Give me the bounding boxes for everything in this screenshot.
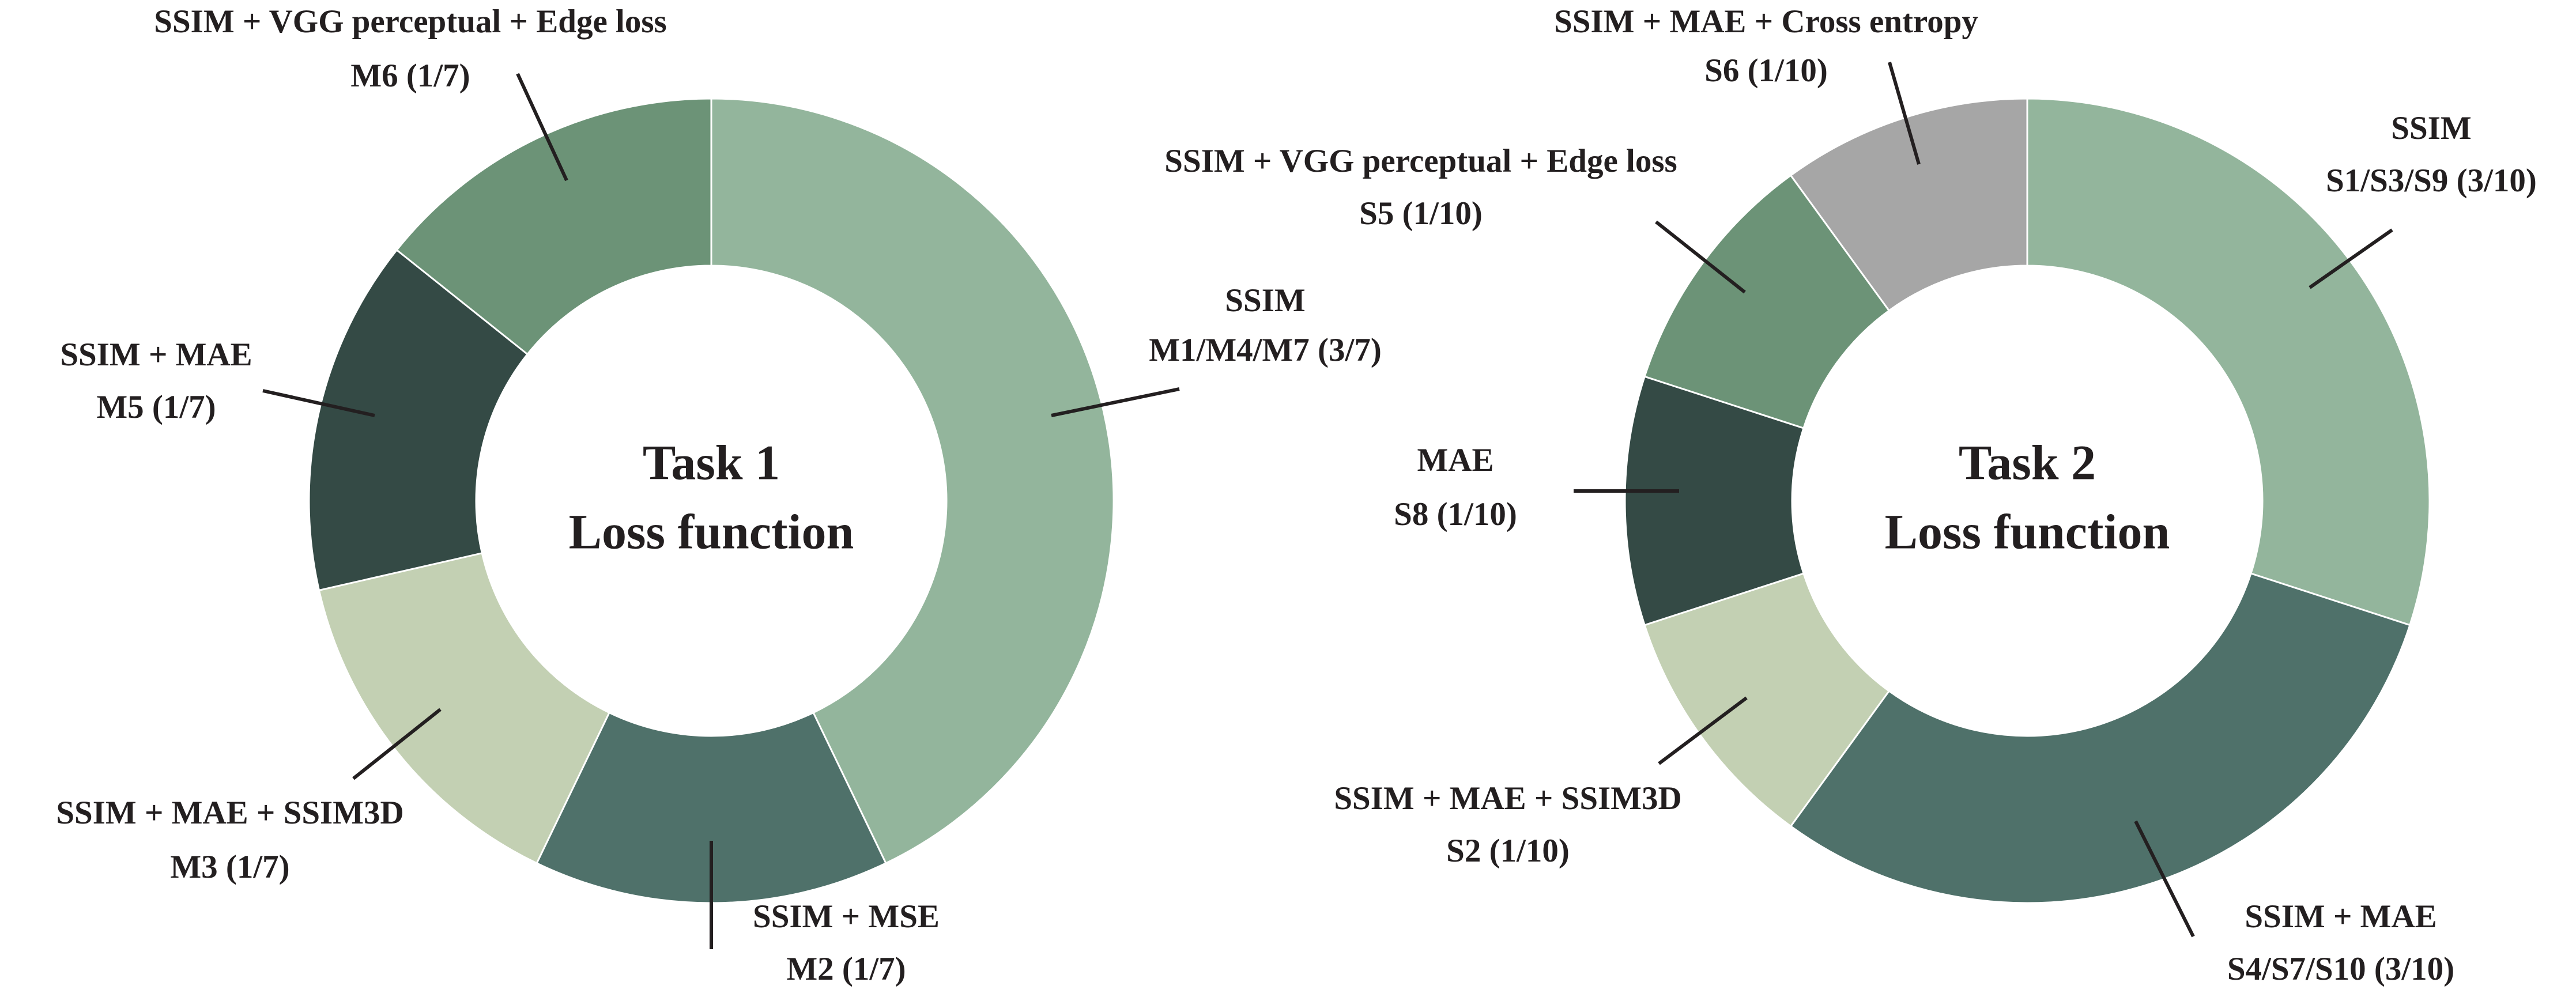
value-label: S6 (1/10)	[1704, 52, 1828, 89]
slice-label: SSIM	[1225, 282, 1305, 319]
value-label: M2 (1/7)	[786, 951, 906, 987]
donut-slice	[1789, 97, 2028, 312]
donut-slice	[308, 248, 529, 592]
donut-slice	[1789, 572, 2411, 904]
leader-line	[516, 73, 568, 182]
leader-line	[1658, 696, 1748, 765]
value-label: S8 (1/10)	[1394, 496, 1517, 532]
slice-label: SSIM + MAE + SSIM3D	[1334, 780, 1681, 817]
leader-line	[2309, 228, 2393, 289]
value-label: M6 (1/7)	[350, 58, 470, 94]
slice-label: SSIM + MSE	[753, 898, 940, 935]
center-label: Loss function	[569, 504, 854, 560]
slice-label: SSIM + MAE	[2245, 898, 2437, 935]
leader-line	[352, 708, 442, 780]
leader-line	[1888, 62, 1921, 165]
value-label: S5 (1/10)	[1359, 195, 1483, 232]
leader-line	[1051, 387, 1180, 417]
value-label: S4/S7/S10 (3/10)	[2227, 951, 2454, 987]
donut-slice	[710, 97, 1115, 864]
slice-label: SSIM + MAE + SSIM3D	[56, 795, 403, 831]
slice-label: SSIM	[2391, 110, 2471, 146]
slice-label: MAE	[1417, 442, 1494, 478]
slice-label: SSIM + MAE	[60, 337, 252, 373]
slice-label: SSIM + VGG perceptual + Edge loss	[1164, 143, 1677, 179]
center-label: Loss function	[1885, 504, 2170, 560]
slice-label: SSIM + MAE + Cross entropy	[1554, 3, 1978, 40]
leader-line	[262, 389, 375, 417]
donut-slice	[318, 552, 610, 864]
value-label: M1/M4/M7 (3/7)	[1149, 332, 1382, 368]
leader-line	[1655, 220, 1746, 294]
donut-slice	[395, 97, 712, 356]
leader-line	[2134, 820, 2195, 938]
slice-label: SSIM + VGG perceptual + Edge loss	[154, 3, 666, 40]
value-label: S2 (1/10)	[1446, 833, 1570, 869]
donut-chart: Task 1 Loss function SSIM M1/M4/M7 (3/7) SSI…	[56, 3, 1382, 987]
value-label: M3 (1/7)	[170, 849, 289, 885]
value-label: S1/S3/S9 (3/10)	[2326, 163, 2537, 199]
donut-slice	[2026, 97, 2431, 626]
value-label: M5 (1/7)	[96, 389, 216, 425]
center-label: Task 1	[643, 435, 780, 490]
center-label: Task 2	[1959, 435, 2096, 490]
donut-chart: Task 2 Loss function SSIM S1/S3/S9 (3/10) SS…	[1164, 3, 2537, 987]
donut-slice	[535, 711, 887, 904]
